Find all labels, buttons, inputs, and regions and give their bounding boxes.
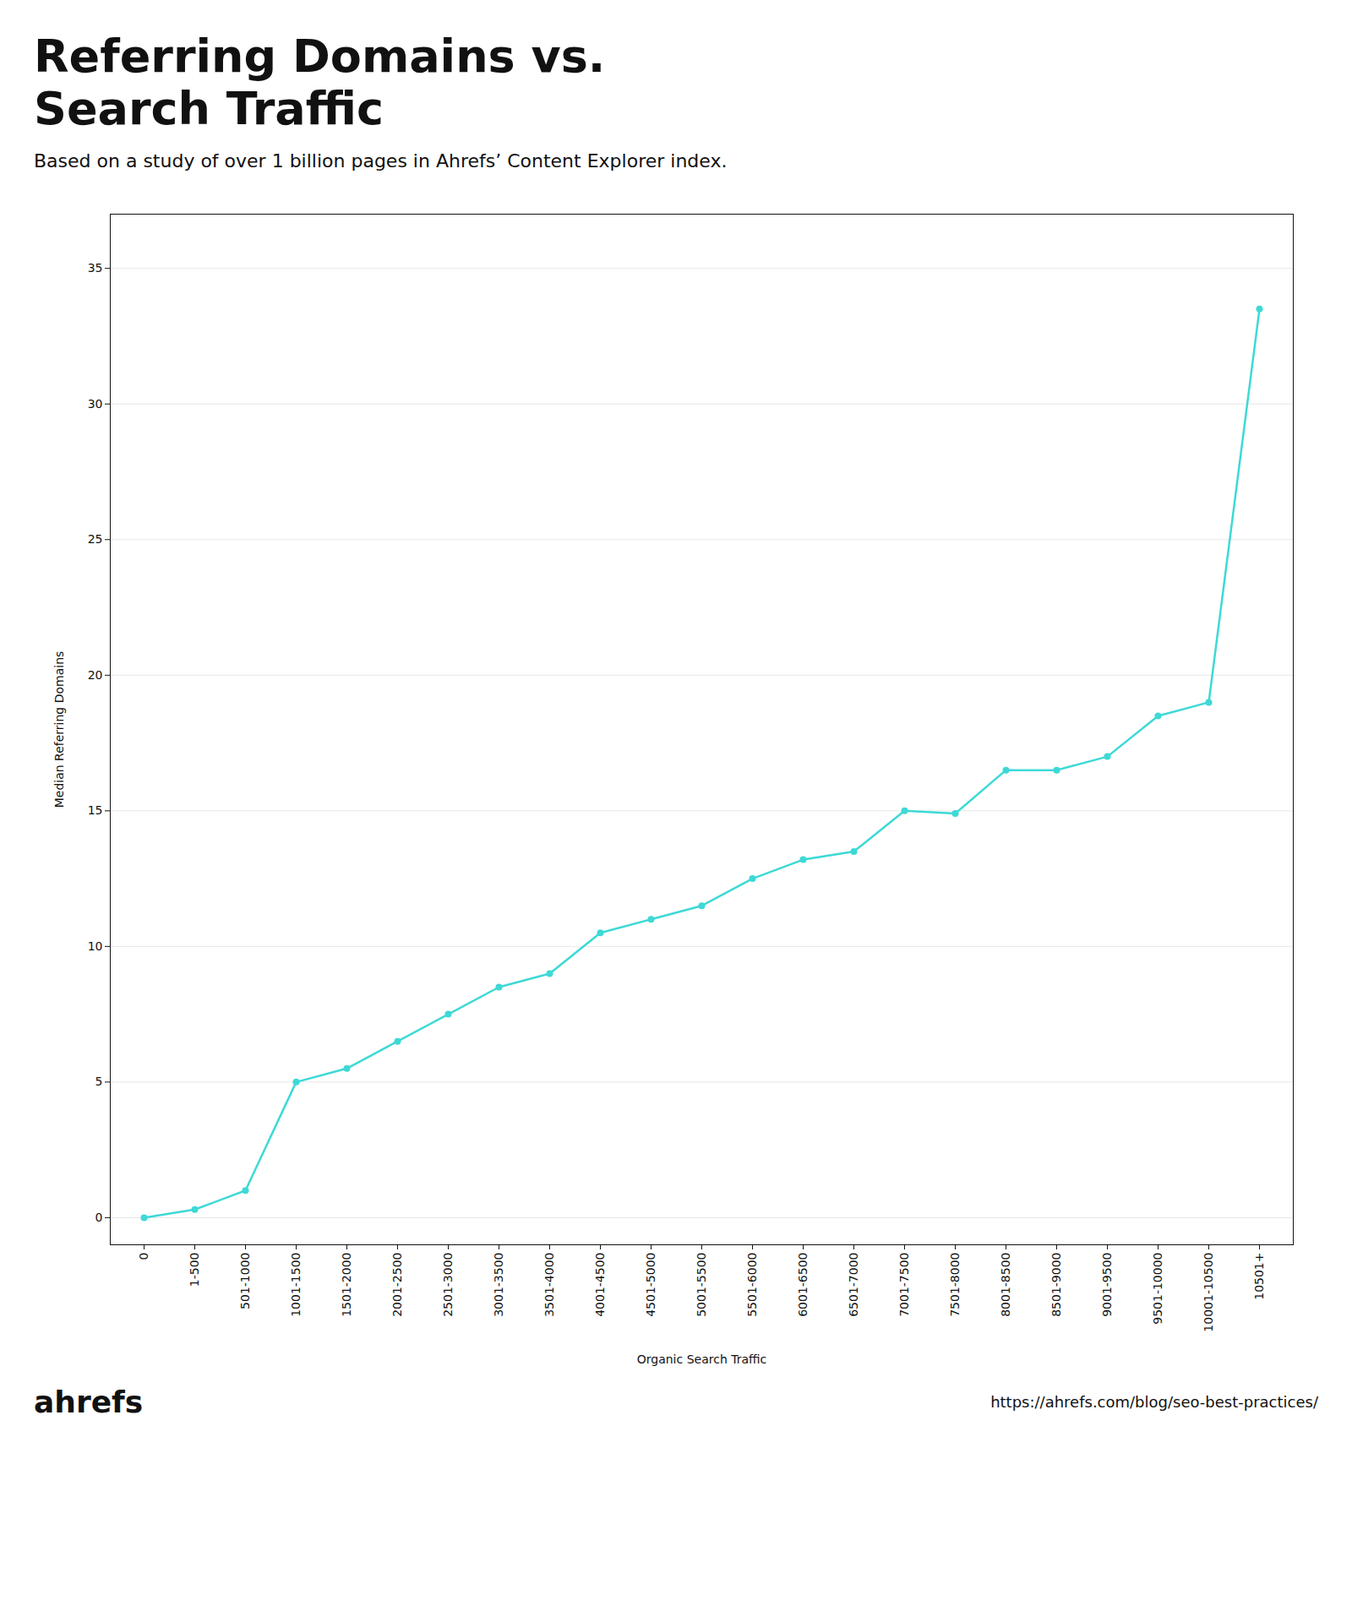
svg-text:2001-2500: 2001-2500 [390, 1253, 404, 1318]
svg-text:1501-2000: 1501-2000 [339, 1253, 354, 1318]
svg-text:10001-10500: 10001-10500 [1201, 1253, 1216, 1333]
html-text:ahrefs: ahrefs [33, 1385, 143, 1420]
svg-text:20: 20 [87, 668, 104, 682]
svg-text:0: 0 [95, 1210, 104, 1225]
svg-text:5501-6000: 5501-6000 [745, 1253, 759, 1318]
svg-text:8501-9000: 8501-9000 [1049, 1253, 1064, 1318]
html-text:Based on a study of over 1 bil: Based on a study of over 1 billion pages… [33, 150, 728, 172]
svg-text:2501-3000: 2501-3000 [441, 1253, 455, 1318]
html-text:https://ahrefs.com/blog/seo-be: https://ahrefs.com/blog/seo-best-practic… [990, 1393, 1319, 1412]
svg-text:Median Referring Domains: Median Referring Domains [52, 651, 66, 809]
svg-text:5: 5 [95, 1075, 104, 1090]
svg-text:7501-8000: 7501-8000 [948, 1253, 962, 1318]
html-text:Search Traffic: Search Traffic [33, 82, 384, 136]
svg-text:9001-9500: 9001-9500 [1100, 1253, 1114, 1318]
svg-text:10: 10 [87, 939, 104, 954]
svg-text:6501-7000: 6501-7000 [846, 1253, 861, 1318]
html-text:Referring Domains vs.: Referring Domains vs. [33, 29, 606, 83]
svg-text:8001-8500: 8001-8500 [998, 1253, 1013, 1318]
svg-text:1-500: 1-500 [187, 1253, 202, 1288]
svg-text:15: 15 [87, 803, 104, 818]
svg-text:501-1000: 501-1000 [238, 1253, 252, 1310]
svg-text:Organic Search Traffic: Organic Search Traffic [637, 1352, 768, 1367]
svg-text:0: 0 [136, 1253, 151, 1261]
svg-text:30: 30 [87, 397, 104, 411]
svg-text:3001-3500: 3001-3500 [491, 1253, 506, 1318]
svg-text:1001-1500: 1001-1500 [288, 1253, 303, 1318]
svg-text:4501-5000: 4501-5000 [643, 1253, 658, 1318]
svg-text:4001-4500: 4001-4500 [593, 1253, 607, 1318]
svg-text:6001-6500: 6001-6500 [795, 1253, 810, 1318]
svg-text:5001-5500: 5001-5500 [694, 1253, 709, 1318]
svg-text:25: 25 [87, 532, 104, 546]
svg-text:9501-10000: 9501-10000 [1150, 1253, 1165, 1325]
svg-text:10501+: 10501+ [1252, 1253, 1266, 1301]
svg-text:3501-4000: 3501-4000 [542, 1253, 557, 1318]
svg-text:7001-7500: 7001-7500 [897, 1253, 911, 1318]
svg-text:35: 35 [87, 261, 104, 275]
